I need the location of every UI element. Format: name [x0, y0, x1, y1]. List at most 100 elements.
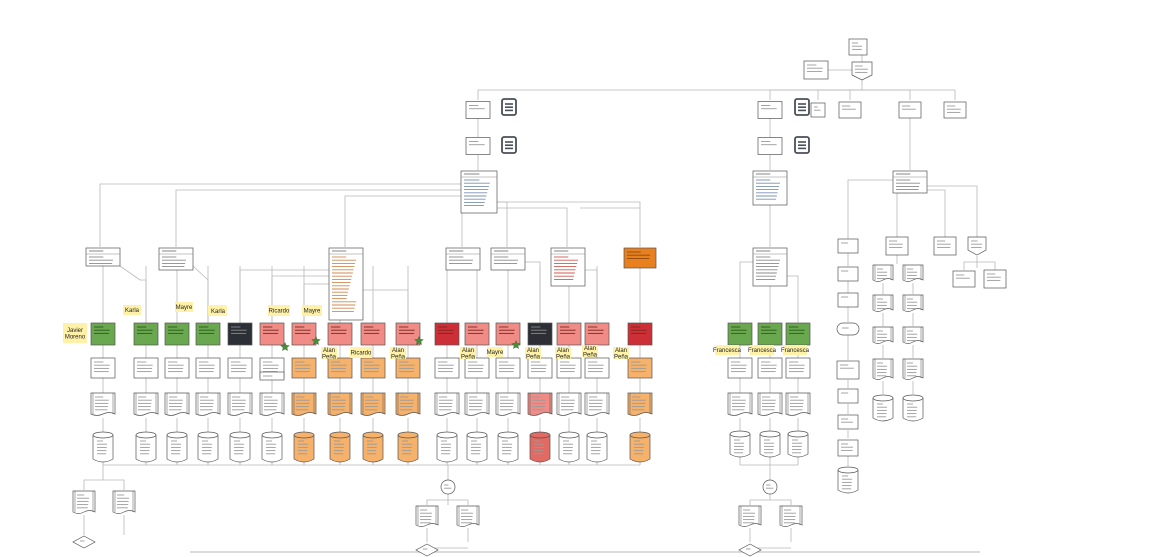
small-box[interactable]	[838, 101, 862, 119]
status-box[interactable]	[327, 322, 353, 346]
status-box[interactable]	[527, 322, 553, 346]
sticky-note[interactable]	[209, 306, 227, 316]
entity-box[interactable]	[490, 247, 526, 271]
document-shape[interactable]	[291, 392, 317, 416]
sticky-note[interactable]	[525, 347, 541, 359]
terminal-shape[interactable]	[836, 322, 860, 336]
process-box[interactable]	[837, 439, 859, 457]
database-cylinder[interactable]	[759, 434, 781, 458]
database-cylinder[interactable]	[229, 435, 251, 463]
database-cylinder[interactable]	[837, 470, 859, 494]
database-cylinder[interactable]	[872, 398, 894, 422]
document-shape[interactable]	[227, 392, 253, 416]
sticky-note[interactable]	[783, 345, 807, 355]
document-shape[interactable]	[434, 392, 460, 416]
document-shape[interactable]	[195, 392, 221, 416]
status-box[interactable]	[785, 322, 811, 346]
document-shape[interactable]	[464, 392, 490, 416]
document-shape[interactable]	[495, 392, 521, 416]
database-cylinder[interactable]	[529, 435, 551, 463]
status-box[interactable]	[495, 322, 521, 346]
merge-connector[interactable]	[440, 479, 456, 495]
database-cylinder[interactable]	[902, 398, 924, 422]
offpage-connector[interactable]	[967, 236, 987, 256]
process-box[interactable]	[837, 388, 859, 404]
process-box[interactable]	[836, 360, 860, 380]
document-shape[interactable]	[360, 392, 386, 416]
section-header-box[interactable]	[757, 101, 783, 119]
process-box[interactable]	[933, 236, 957, 256]
database-cylinder[interactable]	[586, 435, 608, 463]
document-shape[interactable]	[90, 392, 116, 416]
database-cylinder[interactable]	[329, 435, 351, 463]
section-subheader-box[interactable]	[465, 137, 491, 155]
database-cylinder[interactable]	[787, 434, 809, 458]
status-box[interactable]	[727, 322, 753, 346]
main-entity-table[interactable]	[460, 170, 498, 214]
output-document[interactable]	[112, 490, 136, 514]
small-box[interactable]	[898, 101, 922, 119]
document-shape[interactable]	[527, 392, 553, 416]
process-box[interactable]	[983, 269, 1007, 289]
process-box[interactable]	[837, 238, 859, 254]
status-box[interactable]	[556, 322, 582, 346]
database-cylinder[interactable]	[135, 435, 157, 463]
status-box[interactable]	[195, 322, 221, 346]
entity-box[interactable]	[445, 247, 481, 271]
sticky-note[interactable]	[487, 347, 503, 357]
process-box[interactable]	[837, 266, 859, 282]
status-box[interactable]	[757, 322, 783, 346]
database-cylinder[interactable]	[293, 435, 315, 463]
status-box[interactable]	[291, 322, 317, 346]
database-cylinder[interactable]	[558, 435, 580, 463]
database-cylinder[interactable]	[729, 434, 751, 458]
entity-table[interactable]	[752, 170, 788, 206]
sticky-note[interactable]	[123, 305, 141, 315]
sticky-note[interactable]	[460, 347, 476, 359]
end-decision[interactable]	[738, 543, 762, 557]
database-cylinder[interactable]	[362, 435, 384, 463]
document-shape[interactable]	[327, 392, 353, 416]
process-box[interactable]	[837, 292, 859, 308]
sticky-note[interactable]	[268, 305, 290, 316]
status-box[interactable]	[395, 322, 421, 346]
document-shape[interactable]	[259, 392, 285, 416]
database-cylinder[interactable]	[261, 435, 283, 463]
status-box[interactable]	[133, 322, 159, 346]
status-box[interactable]	[360, 322, 386, 346]
sticky-note[interactable]	[582, 345, 598, 357]
sticky-note[interactable]	[302, 305, 322, 316]
status-box[interactable]	[90, 322, 116, 346]
document-shape[interactable]	[133, 392, 159, 416]
document-shape[interactable]	[727, 392, 753, 416]
small-box[interactable]	[943, 101, 967, 119]
database-cylinder[interactable]	[197, 435, 219, 463]
status-box[interactable]	[434, 322, 460, 346]
database-cylinder[interactable]	[92, 435, 114, 463]
database-cylinder[interactable]	[629, 435, 651, 463]
document-shape[interactable]	[395, 392, 421, 416]
database-cylinder[interactable]	[397, 435, 419, 463]
sticky-note[interactable]	[715, 345, 739, 355]
database-cylinder[interactable]	[166, 435, 188, 463]
sticky-note[interactable]	[750, 345, 774, 355]
status-box[interactable]	[464, 322, 490, 346]
top-offpage-connector[interactable]	[851, 61, 873, 81]
sticky-note[interactable]	[555, 347, 571, 359]
status-box[interactable]	[627, 322, 653, 346]
database-cylinder[interactable]	[466, 435, 488, 463]
document-shape[interactable]	[785, 392, 811, 416]
top-process-box[interactable]	[848, 38, 868, 56]
sticky-note[interactable]	[321, 347, 337, 359]
document-shape[interactable]	[627, 392, 653, 416]
status-box[interactable]	[259, 322, 285, 346]
process-box[interactable]	[952, 270, 976, 288]
section-header-box[interactable]	[465, 101, 491, 119]
right-entity[interactable]	[892, 170, 928, 194]
sticky-note[interactable]	[613, 347, 629, 359]
entity-box-large[interactable]	[328, 247, 364, 321]
status-box[interactable]	[164, 322, 190, 346]
database-cylinder[interactable]	[436, 435, 458, 463]
status-box[interactable]	[227, 322, 253, 346]
sticky-note[interactable]	[63, 323, 87, 343]
